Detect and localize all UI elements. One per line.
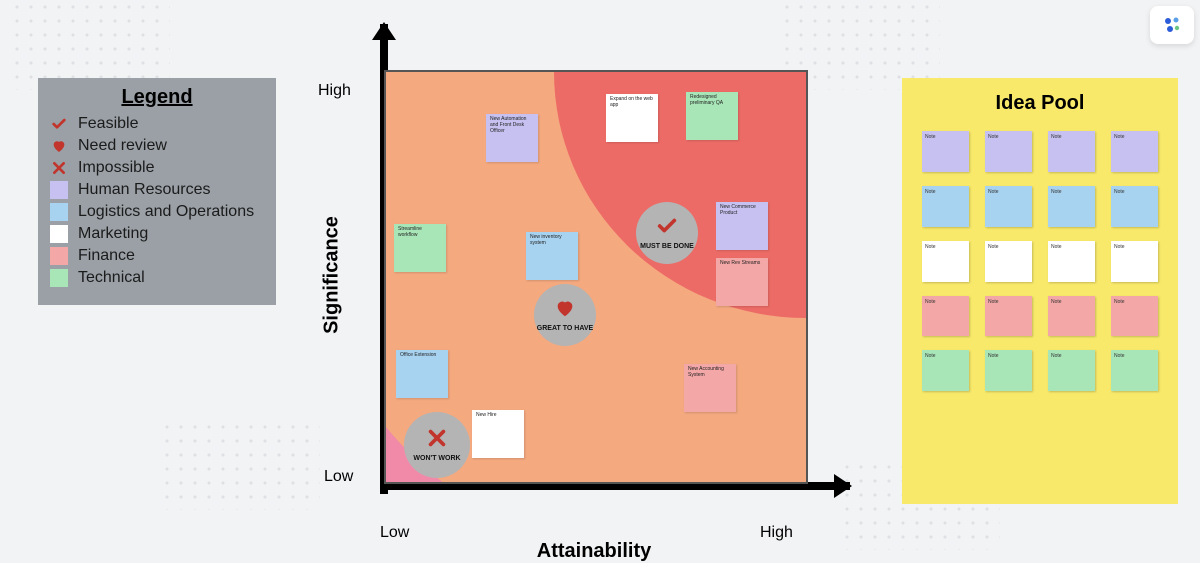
decorative-dots: [160, 420, 320, 510]
pool-sticky-note[interactable]: Note: [985, 186, 1032, 227]
matrix-canvas[interactable]: MUST BE DONE GREAT TO HAVE WON'T WORK New A…: [384, 70, 808, 484]
color-swatch: [50, 247, 68, 265]
pool-sticky-note[interactable]: Note: [1048, 350, 1095, 391]
wont-work-badge[interactable]: WON'T WORK: [404, 412, 470, 478]
pool-sticky-note[interactable]: Note: [922, 241, 969, 282]
y-axis-low: Low: [324, 468, 353, 486]
pool-sticky-note[interactable]: Note: [1048, 186, 1095, 227]
pool-sticky-note[interactable]: Note: [985, 350, 1032, 391]
idea-pool-title: Idea Pool: [922, 92, 1158, 115]
legend-title: Legend: [50, 86, 264, 109]
pool-sticky-note[interactable]: Note: [1111, 131, 1158, 172]
legend-status-feasible: Feasible: [50, 115, 264, 133]
cross-icon: [426, 427, 448, 453]
pool-sticky-note[interactable]: Note: [922, 296, 969, 337]
color-swatch: [50, 181, 68, 199]
legend-status-impossible: Impossible: [50, 159, 264, 177]
legend-panel: Legend Feasible Need review Impossible Hum…: [38, 78, 276, 305]
sticky-note[interactable]: New Hire: [472, 410, 524, 458]
sticky-note[interactable]: Redesigned preliminary QA: [686, 92, 738, 140]
pool-sticky-note[interactable]: Note: [985, 241, 1032, 282]
pool-sticky-note[interactable]: Note: [1111, 350, 1158, 391]
legend-category-label: Logistics and Operations: [78, 203, 254, 221]
pool-sticky-note[interactable]: Note: [1048, 296, 1095, 337]
cross-icon: [50, 159, 68, 177]
legend-category-marketing: Marketing: [50, 225, 264, 243]
badge-label: WON'T WORK: [413, 455, 460, 462]
color-swatch: [50, 269, 68, 287]
app-logo-chip[interactable]: [1150, 6, 1194, 44]
legend-status-review: Need review: [50, 137, 264, 155]
sticky-note[interactable]: Office Extension: [396, 350, 448, 398]
pool-sticky-note[interactable]: Note: [1048, 241, 1095, 282]
heart-icon: [50, 137, 68, 155]
sticky-note[interactable]: Expand on the web app: [606, 94, 658, 142]
idea-pool-panel: Idea Pool NoteNoteNoteNoteNoteNoteNoteNo…: [902, 78, 1178, 504]
legend-status-label: Need review: [78, 137, 167, 155]
color-swatch: [50, 225, 68, 243]
pool-sticky-note[interactable]: Note: [985, 131, 1032, 172]
x-axis-label: Attainability: [537, 540, 651, 563]
legend-status-label: Impossible: [78, 159, 154, 177]
sticky-note[interactable]: New Automation and Front Desk Officer: [486, 114, 538, 162]
app-logo-icon: [1160, 13, 1184, 37]
pool-sticky-note[interactable]: Note: [922, 350, 969, 391]
heart-icon: [554, 297, 576, 323]
check-icon: [50, 115, 68, 133]
y-axis-label: Significance: [321, 216, 344, 334]
pool-sticky-note[interactable]: Note: [1111, 296, 1158, 337]
pool-sticky-note[interactable]: Note: [1048, 131, 1095, 172]
badge-label: MUST BE DONE: [640, 243, 694, 250]
badge-label: GREAT TO HAVE: [537, 325, 593, 332]
pool-sticky-note[interactable]: Note: [1111, 241, 1158, 282]
legend-category-label: Technical: [78, 269, 145, 287]
legend-category-hr: Human Resources: [50, 181, 264, 199]
color-swatch: [50, 203, 68, 221]
check-icon: [656, 215, 678, 241]
legend-category-label: Finance: [78, 247, 135, 265]
pool-sticky-note[interactable]: Note: [922, 186, 969, 227]
sticky-note[interactable]: Streamline workflow: [394, 224, 446, 272]
must-be-done-badge[interactable]: MUST BE DONE: [636, 202, 698, 264]
sticky-note[interactable]: New Rev Streams: [716, 258, 768, 306]
legend-status-label: Feasible: [78, 115, 138, 133]
legend-category-label: Marketing: [78, 225, 148, 243]
pool-sticky-note[interactable]: Note: [1111, 186, 1158, 227]
legend-category-logops: Logistics and Operations: [50, 203, 264, 221]
sticky-note[interactable]: New inventory system: [526, 232, 578, 280]
x-axis-high: High: [760, 524, 793, 542]
legend-category-finance: Finance: [50, 247, 264, 265]
great-to-have-badge[interactable]: GREAT TO HAVE: [534, 284, 596, 346]
priority-matrix: MUST BE DONE GREAT TO HAVE WON'T WORK New A…: [360, 24, 840, 524]
idea-pool-grid: Note Note Note Note Note Note Note Note Note Note…: [922, 131, 1158, 391]
legend-category-label: Human Resources: [78, 181, 211, 199]
pool-sticky-note[interactable]: Note: [922, 131, 969, 172]
y-axis-high: High: [318, 82, 351, 100]
pool-sticky-note[interactable]: Note: [985, 296, 1032, 337]
sticky-note[interactable]: New Accounting System: [684, 364, 736, 412]
sticky-note[interactable]: New Commerce Product: [716, 202, 768, 250]
legend-category-technical: Technical: [50, 269, 264, 287]
x-axis-low: Low: [380, 524, 409, 542]
decorative-dots: [10, 0, 170, 90]
